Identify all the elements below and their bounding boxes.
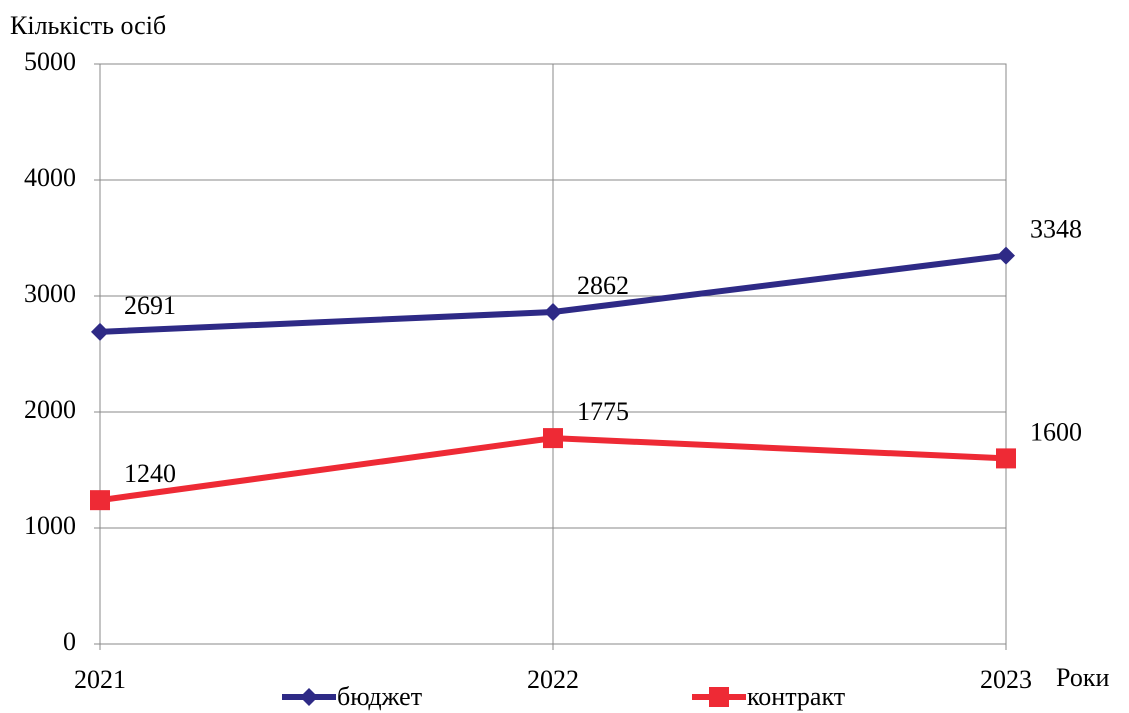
y-tick-label: 0 [63, 627, 76, 656]
marker [544, 303, 562, 322]
y-tick-label: 3000 [24, 279, 76, 308]
marker [300, 688, 318, 706]
data-label: 1600 [1030, 417, 1082, 446]
y-tick-label: 2000 [24, 395, 76, 424]
y-tick-label: 1000 [24, 511, 76, 540]
y-axis-label: Кількість осіб [10, 11, 166, 40]
marker [709, 687, 729, 707]
data-label: 1240 [124, 459, 176, 488]
data-label: 2691 [124, 291, 176, 320]
x-tick-label: 2023 [980, 665, 1032, 694]
legend-label: бюджет [337, 682, 422, 711]
marker [997, 246, 1015, 265]
data-label: 3348 [1030, 215, 1082, 244]
data-label: 2862 [577, 271, 629, 300]
y-tick-label: 5000 [24, 47, 76, 76]
marker [543, 428, 563, 449]
y-tick-label: 4000 [24, 163, 76, 192]
data-label: 1775 [577, 397, 629, 426]
marker [91, 322, 109, 341]
x-tick-label: 2021 [74, 665, 126, 694]
marker [996, 448, 1016, 469]
marker [90, 490, 110, 511]
legend-label: контракт [747, 682, 845, 711]
x-tick-label: 2022 [527, 665, 579, 694]
x-axis-label: Роки [1056, 663, 1109, 692]
